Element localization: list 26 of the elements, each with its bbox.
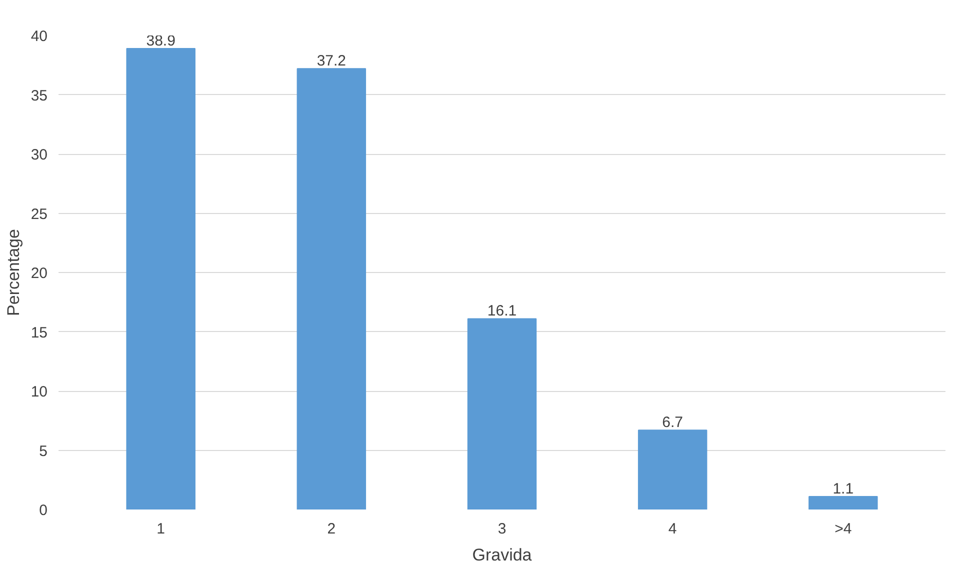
- y-tick-label: 35: [30, 87, 48, 104]
- x-tick-label: 2: [327, 520, 336, 538]
- x-tick-label: 3: [498, 520, 506, 538]
- bar: [296, 68, 366, 510]
- y-axis-title: Percentage: [4, 229, 23, 316]
- y-tick-label: 10: [30, 384, 48, 400]
- data-label: 37.2: [316, 52, 346, 70]
- data-label: 6.7: [662, 414, 684, 432]
- bar: [638, 430, 708, 510]
- y-tick-label: 40: [30, 28, 48, 45]
- y-tick-label: 5: [39, 442, 48, 460]
- x-tick-label: 1: [156, 520, 166, 538]
- y-tick-label: 15: [30, 324, 48, 342]
- x-tick-label: >4: [834, 520, 852, 538]
- bar: [467, 318, 537, 510]
- y-tick-label: 30: [30, 146, 48, 164]
- y-tick-label: 0: [39, 502, 48, 519]
- x-axis-title: Gravida: [472, 546, 532, 564]
- bar: [126, 48, 196, 510]
- data-label: 38.9: [146, 32, 176, 50]
- y-tick-label: 20: [30, 265, 48, 282]
- y-tick-label: 25: [30, 206, 48, 223]
- x-tick-label: 4: [668, 520, 677, 538]
- bar: [808, 496, 878, 510]
- data-label: 16.1: [487, 302, 517, 320]
- data-label: 1.1: [832, 480, 854, 498]
